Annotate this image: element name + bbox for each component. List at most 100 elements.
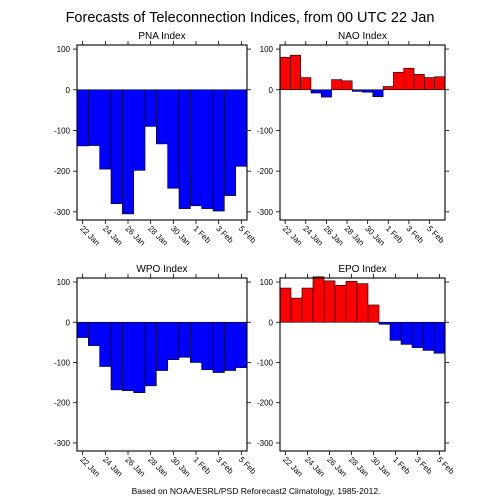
wpo-ytick-label: -300	[54, 439, 71, 448]
nao-bar	[351, 89, 363, 92]
wpo-bar	[178, 321, 191, 358]
pna-ytick-label: -300	[54, 208, 71, 217]
wpo-xtick-label: 26 Jan	[124, 455, 147, 478]
pna-bar	[190, 89, 202, 207]
wpo-xtick-label: 22 Jan	[78, 455, 101, 478]
nao-bar	[320, 89, 332, 98]
epo-ytick-label: -300	[257, 439, 274, 448]
epo-bar	[290, 297, 303, 323]
nao-xtick-label: 26 Jan	[322, 224, 345, 247]
pna-bar	[144, 89, 157, 127]
nao-bar	[403, 67, 415, 91]
nao-xtick-label: 28 Jan	[343, 224, 366, 247]
nao-frame	[279, 44, 446, 221]
nao-bar	[434, 76, 446, 91]
epo-xtick-label: 5 Feb	[435, 455, 456, 476]
epo-bar	[389, 321, 402, 341]
nao-ytick-label: 100	[260, 45, 274, 54]
pna-bar	[110, 89, 123, 205]
nao-xtick-label: 30 Jan	[363, 224, 386, 247]
wpo-bar	[167, 321, 180, 360]
pna-bar	[133, 89, 146, 171]
pna-xtick-label: 24 Jan	[101, 224, 124, 247]
epo-xtick-label: 30 Jan	[369, 455, 392, 478]
wpo-bar	[156, 321, 168, 371]
wpo-bar	[133, 321, 146, 393]
epo-xtick-label: 24 Jan	[303, 455, 326, 478]
epo-ytick-label: 100	[260, 278, 274, 287]
epo-bar	[356, 283, 369, 323]
nao-ytick-label: -200	[257, 167, 274, 176]
nao-xtick-label: 22 Jan	[281, 224, 304, 247]
epo-bar	[345, 280, 358, 323]
pna-xtick-label: 1 Feb	[192, 224, 213, 245]
nao-bar	[341, 80, 353, 91]
epo-bar	[323, 280, 336, 323]
epo-ytick-label: -200	[257, 399, 274, 408]
pna-xtick-label: 28 Jan	[146, 224, 169, 247]
nao-bar	[372, 89, 384, 97]
pna-bar	[178, 89, 191, 209]
wpo-ytick-label: -200	[54, 399, 71, 408]
nao-bar	[413, 74, 425, 91]
wpo-bar	[235, 321, 248, 369]
epo-bar	[334, 284, 347, 323]
wpo-bar	[122, 321, 134, 391]
epo-ytick-label: 0	[269, 318, 274, 327]
nao-xtick-label: 1 Feb	[384, 224, 405, 245]
epo-bar	[301, 287, 314, 323]
pna-bar	[224, 89, 236, 196]
epo-bar	[400, 321, 413, 345]
wpo-xtick-label: 24 Jan	[101, 455, 124, 478]
nao-bar	[424, 77, 435, 91]
pna-bar	[235, 89, 248, 167]
pna-ytick-label: -100	[54, 126, 71, 135]
nao-title: NAO Index	[338, 31, 387, 42]
pna-xtick-label: 22 Jan	[78, 224, 101, 247]
epo-bar	[411, 321, 424, 348]
nao-bar	[300, 77, 312, 91]
pna-xtick-label: 26 Jan	[124, 224, 147, 247]
pna-bar	[167, 89, 180, 189]
epo-bar	[279, 287, 292, 323]
epo-ytick-label: -100	[257, 358, 274, 367]
wpo-xtick-label: 30 Jan	[169, 455, 192, 478]
epo-frame	[279, 277, 446, 452]
epo-title: EPO Index	[338, 264, 386, 275]
wpo-panel: WPO Index 100 0 -100 -200 -300 22 Jan 24 Jan 26 …	[54, 264, 258, 478]
nao-xtick-label: 24 Jan	[301, 224, 324, 247]
wpo-frame	[76, 277, 248, 452]
figure-footer: Based on NOAA/ESRL/PSD Reforecast2 Clima…	[132, 486, 381, 496]
nao-ytick-label: -300	[257, 208, 274, 217]
pna-ytick-label: 0	[66, 86, 71, 95]
wpo-bar	[144, 321, 157, 387]
wpo-ytick-label: 100	[57, 278, 71, 287]
wpo-xtick-label: 1 Feb	[192, 455, 213, 476]
nao-bar	[310, 89, 322, 94]
pna-bar	[76, 89, 89, 147]
nao-bar	[279, 56, 291, 91]
nao-xtick-label: 5 Feb	[425, 224, 446, 245]
nao-ytick-label: 0	[269, 86, 274, 95]
nao-bar	[290, 54, 301, 91]
nao-bar	[331, 79, 343, 91]
wpo-bar	[224, 321, 236, 371]
epo-bar	[422, 321, 435, 351]
pna-frame	[76, 44, 248, 221]
wpo-bar	[190, 321, 202, 363]
wpo-ytick-label: -100	[54, 358, 71, 367]
pna-bar	[201, 89, 214, 209]
epo-bar	[312, 276, 325, 323]
figure-title: Forecasts of Teleconnection Indices, fro…	[66, 10, 435, 26]
pna-bar	[88, 89, 100, 146]
pna-bar	[99, 89, 112, 170]
nao-bar	[382, 86, 394, 91]
wpo-ytick-label: 0	[66, 318, 71, 327]
pna-bar	[212, 89, 225, 212]
wpo-bar	[99, 321, 112, 367]
pna-title: PNA Index	[138, 31, 185, 42]
epo-xtick-label: 3 Feb	[413, 455, 434, 476]
